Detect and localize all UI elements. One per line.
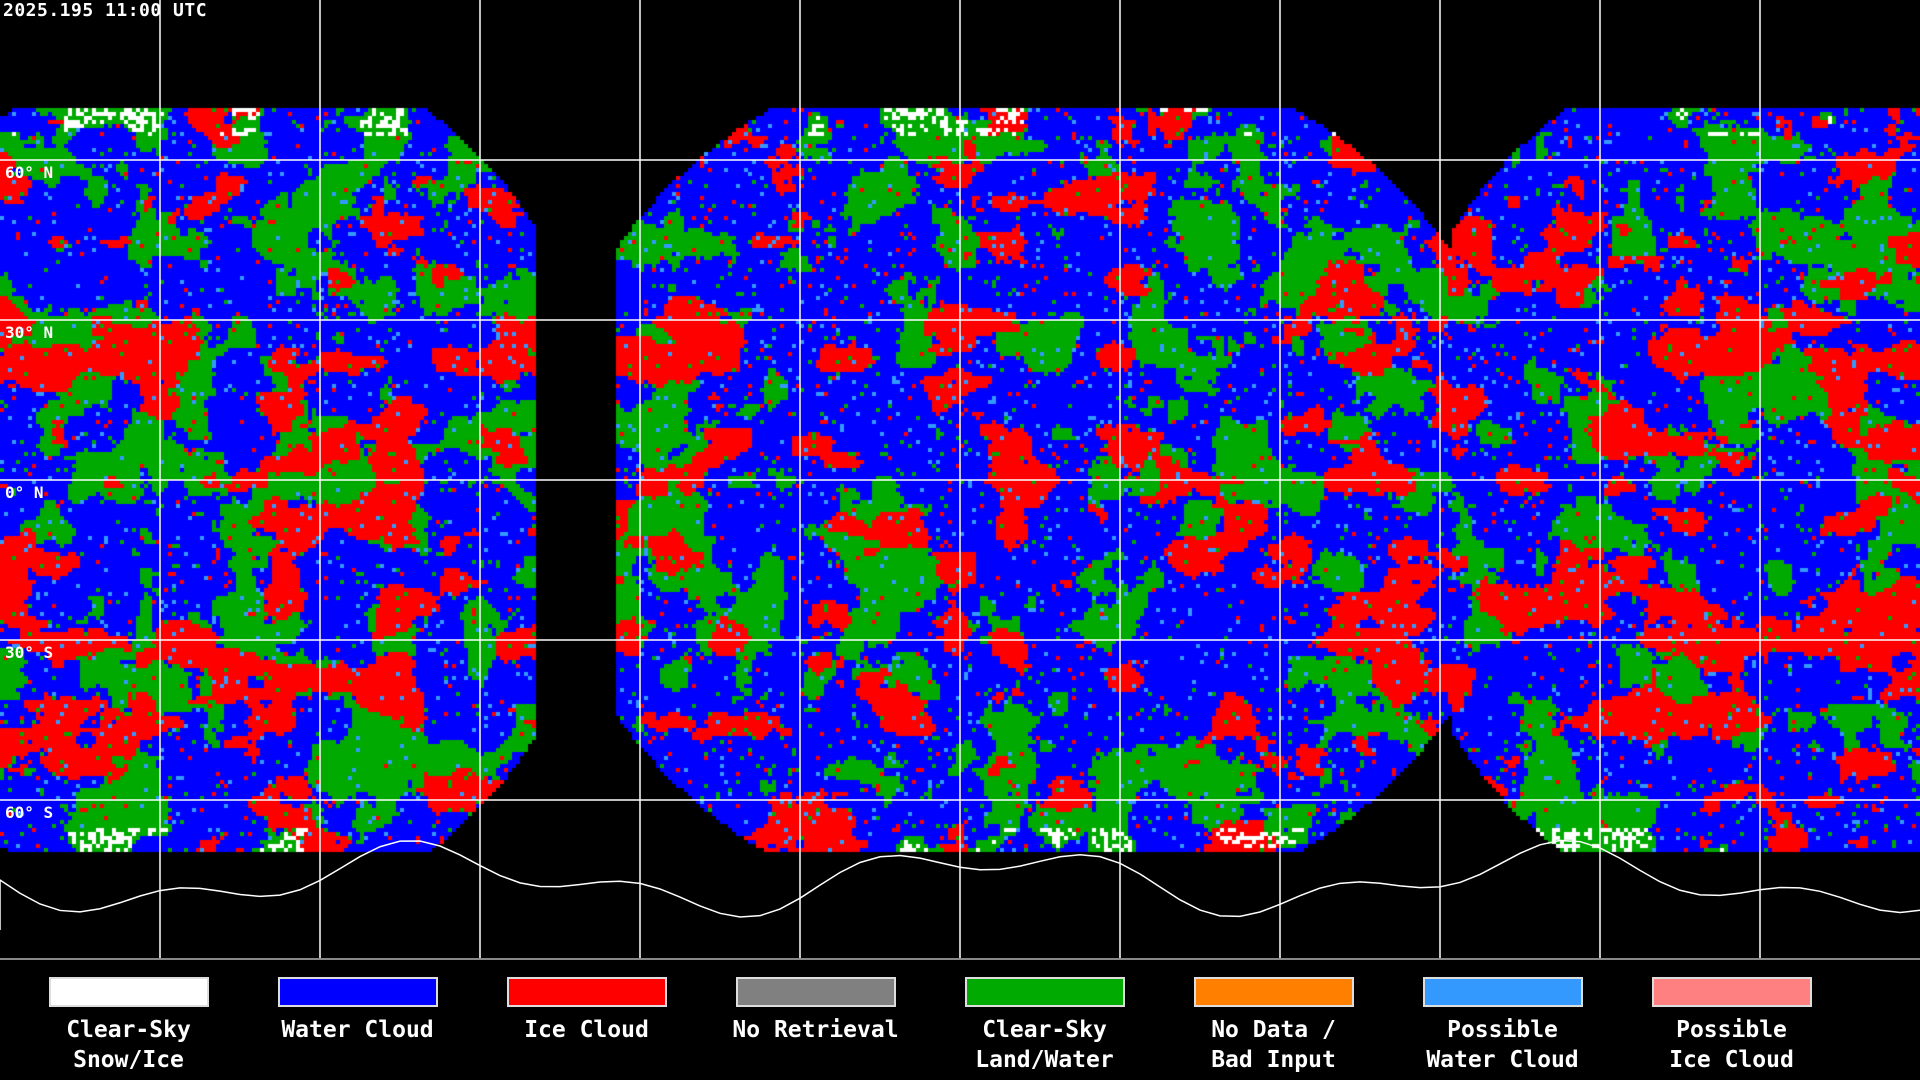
legend-label: Clear-Sky Snow/Ice: [66, 1017, 191, 1073]
legend: Clear-Sky Snow/Ice Water Cloud Ice Cloud…: [0, 960, 1920, 1080]
legend-swatch: [964, 977, 1125, 1007]
cloud-phase-map: 2025.195 11:00 UTC 60° N 30° N 0° N 30° …: [0, 0, 1920, 958]
legend-item-clear-sky-land-water: Clear-Sky Land/Water: [930, 977, 1159, 1075]
legend-swatch: [277, 977, 438, 1007]
lat-label-30s: 30° S: [5, 643, 54, 662]
lat-label-30n: 30° N: [5, 323, 54, 342]
legend-label: Clear-Sky Land/Water: [975, 1017, 1114, 1073]
timestamp: 2025.195 11:00 UTC: [3, 0, 208, 21]
lat-label-60n: 60° N: [5, 163, 54, 182]
legend-swatch: [1651, 977, 1812, 1007]
legend-item-water-cloud: Water Cloud: [243, 977, 472, 1045]
lat-label-0n: 0° N: [5, 483, 44, 502]
legend-swatch: [735, 977, 896, 1007]
legend-label: Ice Cloud: [524, 1017, 649, 1043]
coastline: [0, 839, 1920, 930]
legend-swatch: [1422, 977, 1583, 1007]
lat-lon-grid: [0, 0, 1920, 958]
legend-item-no-data: No Data / Bad Input: [1159, 977, 1388, 1075]
legend-label: Water Cloud: [281, 1017, 434, 1043]
legend-label: Possible Ice Cloud: [1669, 1017, 1794, 1073]
legend-label: No Data / Bad Input: [1211, 1017, 1336, 1073]
legend-label: Possible Water Cloud: [1426, 1017, 1579, 1073]
legend-item-possible-ice-cloud: Possible Ice Cloud: [1617, 977, 1846, 1075]
legend-swatch: [1193, 977, 1354, 1007]
lat-label-60s: 60° S: [5, 803, 54, 822]
legend-item-no-retrieval: No Retrieval: [701, 977, 930, 1045]
legend-item-possible-water-cloud: Possible Water Cloud: [1388, 977, 1617, 1075]
legend-swatch: [48, 977, 209, 1007]
legend-label: No Retrieval: [732, 1017, 899, 1043]
legend-swatch: [506, 977, 667, 1007]
legend-item-ice-cloud: Ice Cloud: [472, 977, 701, 1045]
legend-item-clear-sky-snow-ice: Clear-Sky Snow/Ice: [14, 977, 243, 1075]
legend-divider: [0, 958, 1920, 960]
